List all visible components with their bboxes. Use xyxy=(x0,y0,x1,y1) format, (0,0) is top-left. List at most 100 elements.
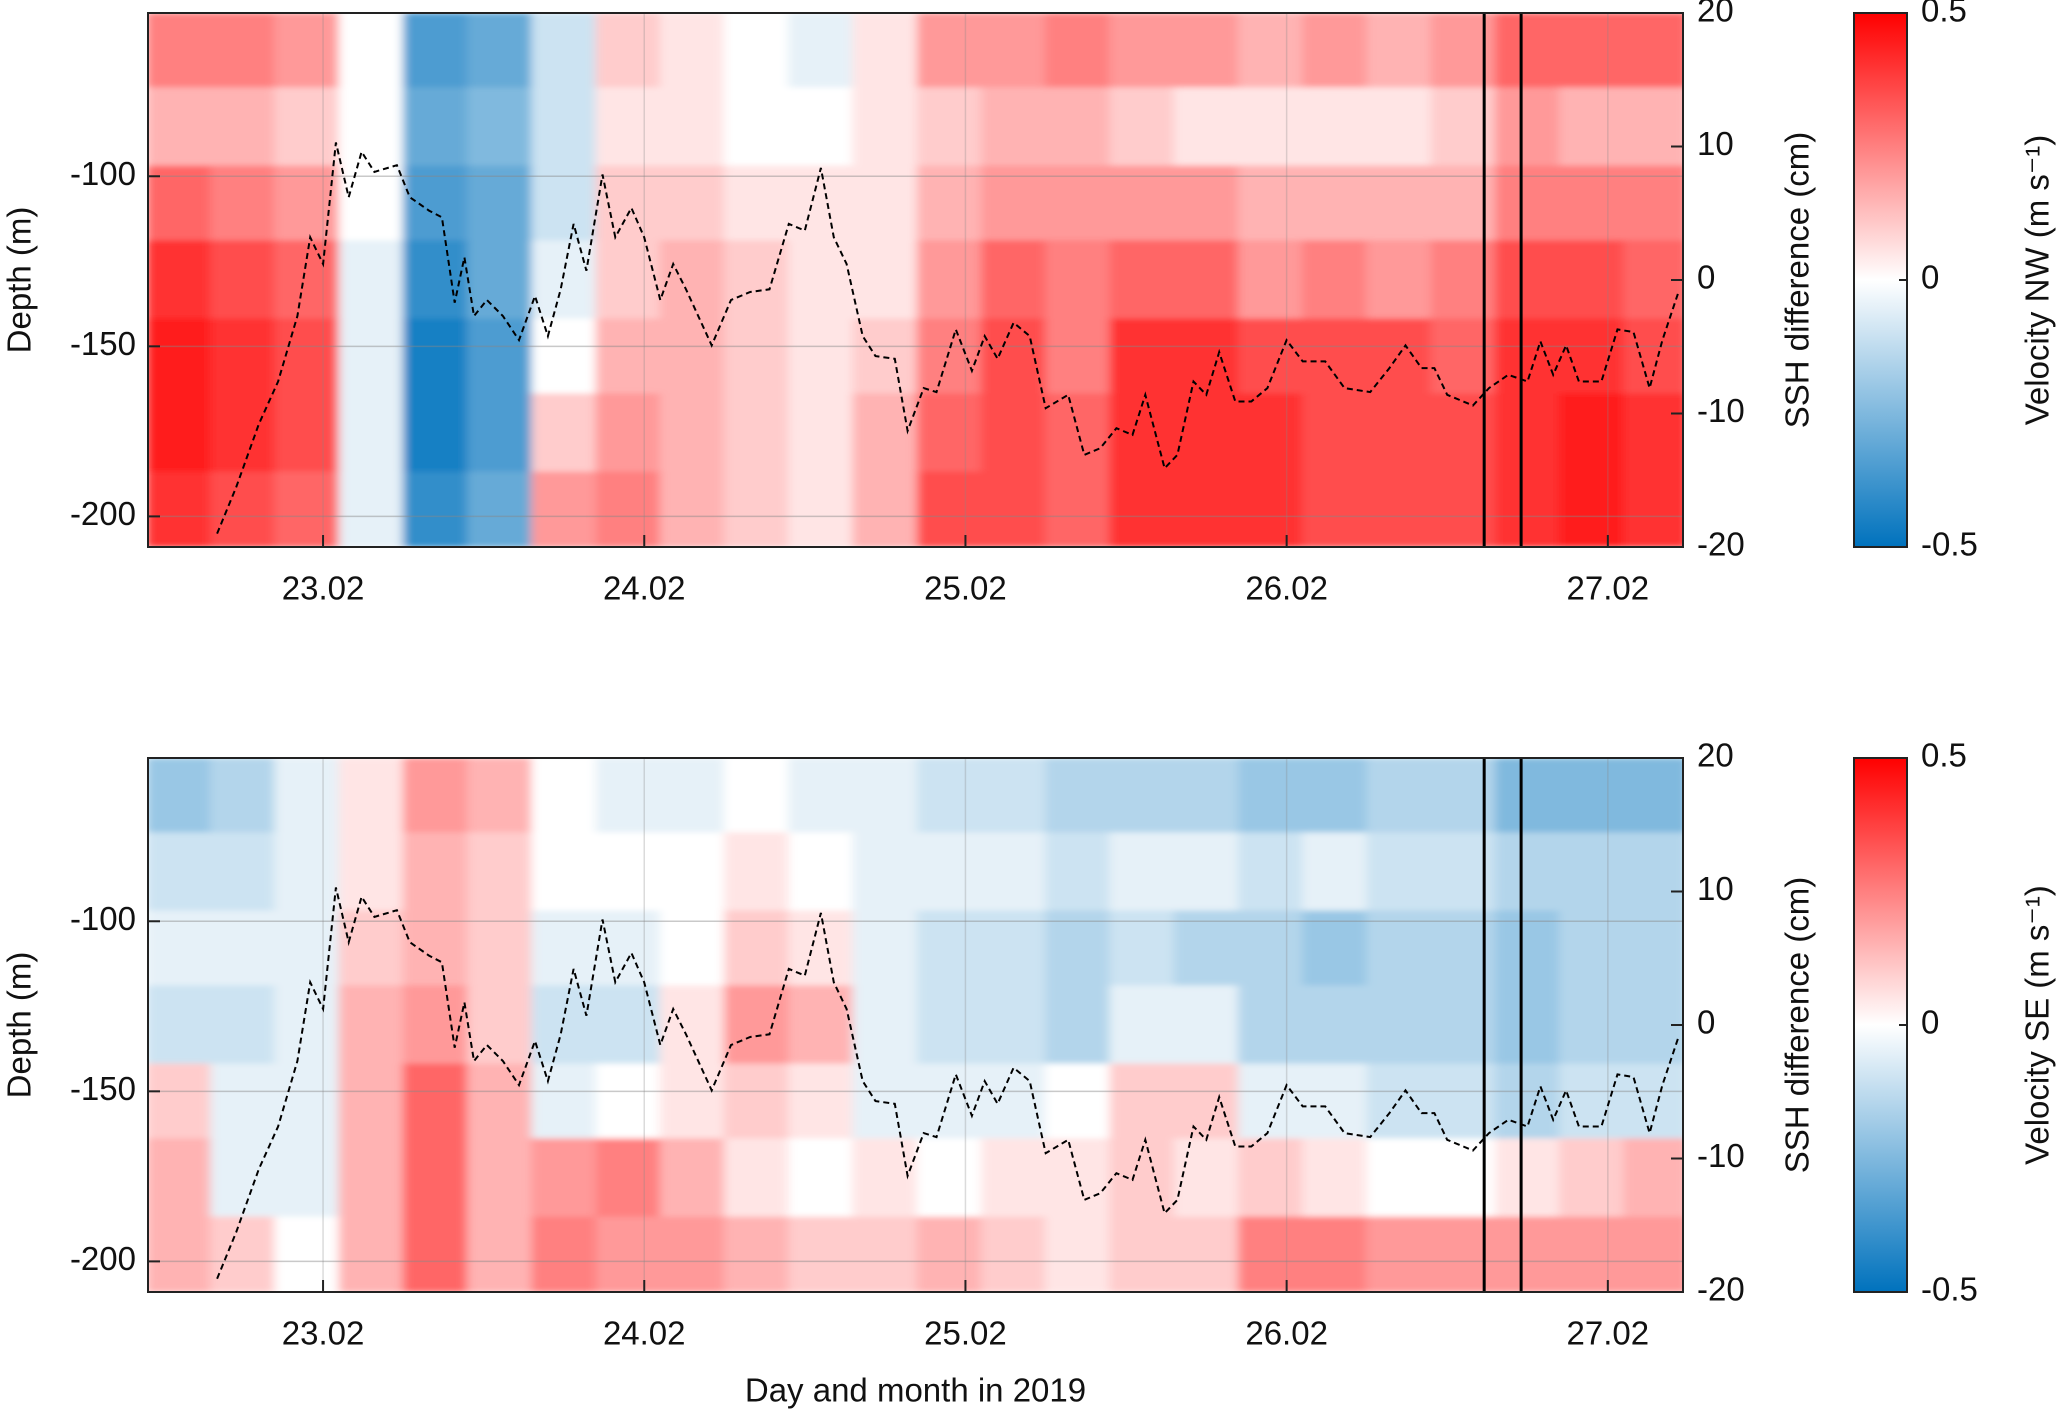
heatmap-cell xyxy=(1494,985,1561,1065)
heatmap-cell xyxy=(338,393,404,473)
heatmap-cell xyxy=(1173,240,1239,320)
heatmap-cell xyxy=(1430,87,1496,167)
heatmap-cell xyxy=(916,318,983,395)
heatmap-cell xyxy=(1430,1063,1496,1140)
heatmap-cell xyxy=(1045,393,1111,473)
heatmap-cell xyxy=(1173,910,1239,987)
heatmap-cell xyxy=(1494,13,1561,89)
heatmap-cell xyxy=(148,832,212,912)
colorbar-tick-label: -0.5 xyxy=(1921,1271,1978,1308)
heatmap-cell xyxy=(724,985,790,1065)
heatmap-cell xyxy=(724,165,790,242)
y2-tick-label: -10 xyxy=(1697,392,1745,429)
heatmap-cell xyxy=(402,13,469,89)
heatmap-cell xyxy=(1366,758,1432,834)
heatmap-cell xyxy=(210,393,276,473)
heatmap-cell xyxy=(1237,87,1304,167)
heatmap-cell xyxy=(1623,393,1683,473)
heatmap-cell xyxy=(981,832,1047,912)
heatmap-cell xyxy=(1494,471,1561,547)
heatmap-cell xyxy=(724,1216,790,1292)
heatmap-cell xyxy=(788,1216,854,1292)
heatmap-cell xyxy=(788,318,854,395)
y2-tick-label: 20 xyxy=(1697,0,1734,29)
heatmap-cell xyxy=(724,1063,790,1140)
heatmap-cell xyxy=(788,758,854,834)
heatmap-cell xyxy=(531,393,597,473)
heatmap-cell xyxy=(916,832,983,912)
y2-tick-label: -20 xyxy=(1697,1271,1745,1308)
heatmap-cell xyxy=(1623,471,1683,547)
heatmap-cell xyxy=(595,832,661,912)
heatmap-cell xyxy=(531,165,597,242)
heatmap-cell xyxy=(659,1138,726,1218)
heatmap-cell xyxy=(916,393,983,473)
heatmap-cell xyxy=(724,393,790,473)
heatmap-cell xyxy=(338,240,404,320)
y2-tick-label: -10 xyxy=(1697,1137,1745,1174)
colorbar-tick-label: 0 xyxy=(1921,1004,1939,1041)
y-tick-label: -100 xyxy=(70,900,136,937)
x-tick-label: 23.02 xyxy=(282,1315,365,1352)
heatmap-cell xyxy=(1430,1216,1496,1292)
heatmap-cell xyxy=(1302,13,1368,89)
heatmap-cell xyxy=(1366,240,1432,320)
heatmap-cell xyxy=(724,318,790,395)
heatmap-cell xyxy=(595,240,661,320)
heatmap-cell xyxy=(659,471,726,547)
heatmap-cell xyxy=(210,318,276,395)
heatmap-cell xyxy=(1045,1063,1111,1140)
heatmap-cell xyxy=(210,13,276,89)
heatmap-cell xyxy=(274,758,340,834)
heatmap-cell xyxy=(1302,393,1368,473)
heatmap-cell xyxy=(467,471,533,547)
heatmap-cell xyxy=(659,1063,726,1140)
heatmap-cell xyxy=(852,910,918,987)
heatmap-cell xyxy=(1109,832,1175,912)
heatmap-cell xyxy=(659,832,726,912)
heatmap-cell xyxy=(852,758,918,834)
heatmap-cell xyxy=(531,13,597,89)
heatmap-cell xyxy=(210,910,276,987)
heatmap-cell xyxy=(148,1138,212,1218)
heatmap-cell xyxy=(274,1216,340,1292)
heatmap-cell xyxy=(1302,910,1368,987)
colorbar-label: Velocity NW (m s⁻¹) xyxy=(2019,135,2056,426)
ssh-line xyxy=(216,142,1680,534)
heatmap-cell xyxy=(531,910,597,987)
heatmap-cell xyxy=(1302,1063,1368,1140)
heatmap-cell xyxy=(148,393,212,473)
heatmap-cell xyxy=(1559,910,1625,987)
heatmap-cell xyxy=(148,471,212,547)
x-axis-label: Day and month in 2019 xyxy=(745,1372,1086,1409)
heatmap-cell xyxy=(788,832,854,912)
heatmap-cell xyxy=(1237,471,1304,547)
heatmap-cell xyxy=(467,1138,533,1218)
heatmap-cell xyxy=(402,393,469,473)
heatmap-cell xyxy=(916,985,983,1065)
heatmap-cell xyxy=(402,758,469,834)
heatmap-cell xyxy=(916,1138,983,1218)
heatmap-cell xyxy=(1237,165,1304,242)
heatmap-cell xyxy=(274,1138,340,1218)
heatmap-cell xyxy=(210,985,276,1065)
heatmap-cell xyxy=(788,393,854,473)
heatmap-cell xyxy=(1302,758,1368,834)
heatmap-cell xyxy=(1109,240,1175,320)
heatmap-cell xyxy=(210,1216,276,1292)
heatmap-cell xyxy=(1237,910,1304,987)
heatmap-cell xyxy=(1366,985,1432,1065)
heatmap-cell xyxy=(852,393,918,473)
heatmap-cell xyxy=(981,393,1047,473)
heatmap-cell xyxy=(1173,1063,1239,1140)
heatmap-cell xyxy=(1623,1138,1683,1218)
heatmap-cell xyxy=(1109,13,1175,89)
heatmap-cell xyxy=(1173,758,1239,834)
heatmap-cell xyxy=(274,87,340,167)
heatmap-cell xyxy=(1109,87,1175,167)
heatmap-cell xyxy=(210,165,276,242)
heatmap-cell xyxy=(1302,318,1368,395)
heatmap-cell xyxy=(1559,832,1625,912)
heatmap-cell xyxy=(1623,318,1683,395)
heatmap-cell xyxy=(1559,985,1625,1065)
